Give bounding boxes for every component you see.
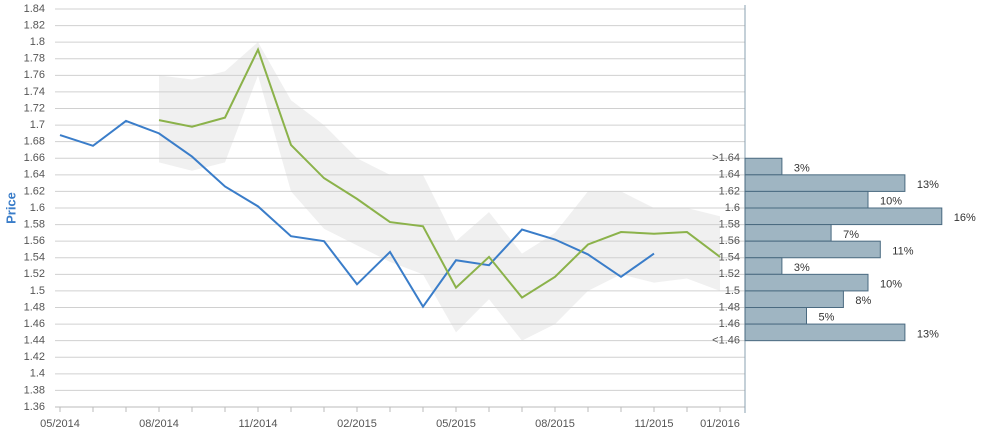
value-label: 13% [917,328,939,340]
y-tick-label: 1.7 [30,119,45,131]
y-tick-label: 1.62 [24,185,45,197]
bar [744,257,783,275]
bin-label: 1.54 [719,252,740,264]
bar [744,240,881,259]
x-tick-label: 05/2014 [40,418,80,430]
y-tick-label: 1.5 [30,285,45,297]
bar [744,323,906,342]
x-tick-label: 02/2015 [337,418,377,430]
y-tick-label: 1.4 [30,368,45,380]
bin-label: 1.46 [719,318,740,330]
y-tick-label: 1.74 [24,86,45,98]
y-tick-label: 1.66 [24,152,45,164]
forecast-band [159,42,720,341]
bar [744,273,869,292]
value-label: 10% [880,196,902,208]
value-label: 11% [892,245,913,257]
bin-label: 1.6 [725,202,740,214]
value-label: 16% [954,212,976,224]
y-tick-label: 1.68 [24,136,45,148]
bar [744,290,844,308]
y-tick-label: 1.48 [24,301,45,313]
series-line [59,119,655,309]
bin-label: <1.46 [712,335,740,347]
value-label: 5% [819,312,835,324]
bar [744,157,783,176]
y-tick-label: 1.76 [24,69,45,81]
y-axis-label: Price [3,192,18,224]
bar [744,224,832,242]
x-tick-label: 11/2015 [635,418,674,430]
y-tick-label: 1.82 [24,19,45,31]
y-tick-label: 1.56 [24,235,45,247]
bar [744,307,807,325]
y-tick-label: 1.8 [30,36,45,48]
bar [744,174,906,192]
y-tick-label: 1.44 [24,335,45,347]
value-label: 8% [855,295,871,307]
x-tick-label: 05/2015 [436,418,476,430]
series-line [158,47,721,299]
y-tick-label: 1.64 [24,169,45,181]
y-tick-label: 1.54 [24,252,45,264]
bar [744,207,943,226]
bin-label: 1.64 [719,169,740,181]
value-label: 3% [794,162,810,174]
bin-label: 1.52 [719,268,740,280]
value-label: 10% [880,279,902,291]
y-tick-label: 1.78 [24,53,45,65]
bin-label: 1.48 [719,301,740,313]
value-label: 7% [843,229,859,241]
x-tick-label: 08/2014 [139,418,179,430]
y-tick-label: 1.38 [24,384,45,396]
bin-label: 1.5 [725,285,740,297]
x-tick-label: 01/2016 [700,418,740,430]
bin-label: >1.64 [712,152,740,164]
x-tick-label: 08/2015 [535,418,575,430]
y-tick-label: 1.46 [24,318,45,330]
bin-label: 1.56 [719,235,740,247]
value-label: 13% [917,179,939,191]
y-tick-label: 1.36 [24,401,45,413]
y-tick-label: 1.84 [24,3,45,15]
bin-label: 1.62 [719,185,740,197]
bar [744,190,869,209]
y-tick-label: 1.42 [24,351,45,363]
y-tick-label: 1.52 [24,268,45,280]
bin-label: 1.58 [719,218,740,230]
y-tick-label: 1.6 [30,202,45,214]
x-tick-label: 11/2014 [239,418,278,430]
y-tick-label: 1.72 [24,102,45,114]
y-tick-label: 1.58 [24,218,45,230]
value-label: 3% [794,262,810,274]
